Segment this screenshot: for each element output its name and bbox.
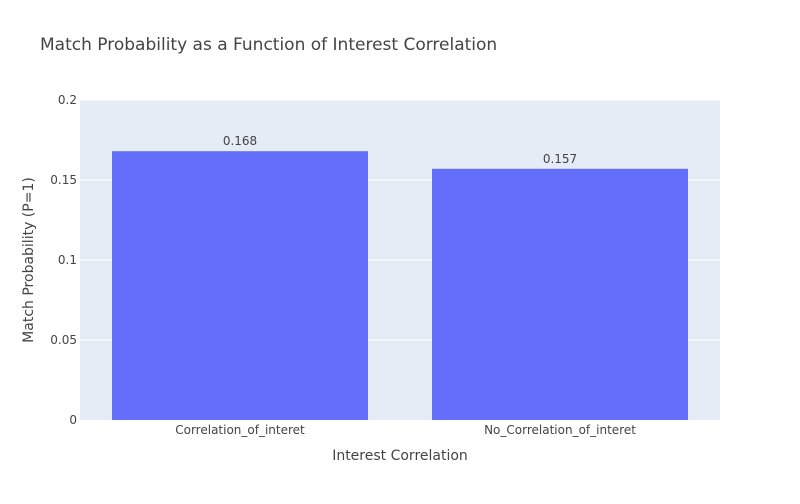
x-axis-ticks: Correlation_of_interet No_Correlation_of_… [175, 423, 636, 437]
bar-value-label: 0.168 [223, 134, 257, 148]
x-tick-label: Correlation_of_interet [175, 423, 305, 437]
bar-value-labels: 0.168 0.157 [223, 134, 577, 166]
y-tick-label: 0.05 [50, 333, 77, 347]
bar-no-correlation-of-interet[interactable] [432, 168, 688, 420]
bar-value-label: 0.157 [543, 152, 577, 166]
y-tick-label: 0.2 [58, 93, 77, 107]
y-axis-ticks: 0 0.05 0.1 0.15 0.2 [50, 93, 77, 427]
y-tick-label: 0.15 [50, 173, 77, 187]
x-tick-label: No_Correlation_of_interet [484, 423, 636, 437]
y-tick-label: 0.1 [58, 253, 77, 267]
chart-title: Match Probability as a Function of Inter… [40, 35, 497, 55]
y-axis-title: Match Probability (P=1) [21, 177, 37, 343]
bar-correlation-of-interet[interactable] [112, 151, 368, 420]
bars [112, 151, 688, 420]
y-tick-label: 0 [69, 413, 77, 427]
x-axis-title: Interest Correlation [332, 448, 468, 464]
